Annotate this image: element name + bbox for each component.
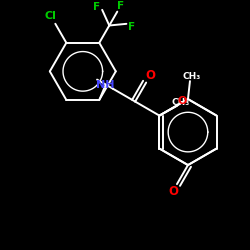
Text: O: O [145, 69, 155, 82]
Text: O: O [168, 184, 178, 198]
Text: F: F [128, 22, 135, 32]
Text: Cl: Cl [45, 11, 57, 21]
Text: CH₃: CH₃ [171, 98, 190, 107]
Text: O: O [177, 96, 187, 106]
Text: F: F [94, 2, 100, 12]
Text: NH: NH [96, 80, 115, 90]
Text: F: F [117, 2, 124, 12]
Text: CH₃: CH₃ [183, 72, 201, 80]
